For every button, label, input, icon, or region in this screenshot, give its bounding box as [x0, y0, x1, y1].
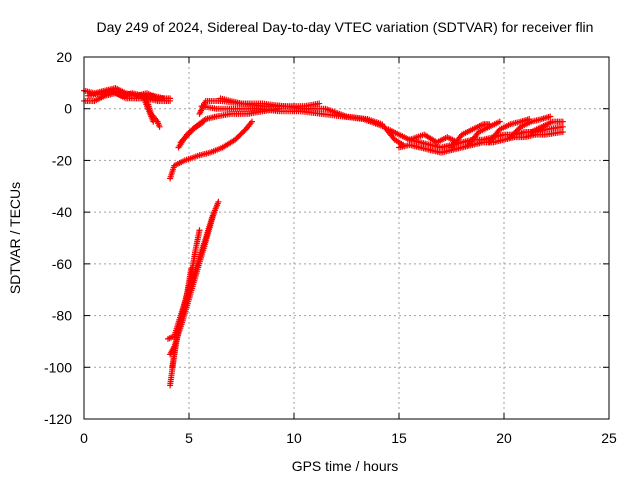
- x-axis-label: GPS time / hours: [292, 458, 399, 474]
- data-point-marker: [215, 198, 222, 205]
- plot-frame: [83, 56, 610, 420]
- data-point-marker: [249, 118, 255, 125]
- data-point-marker: [559, 123, 566, 130]
- data-point-marker: [160, 95, 167, 102]
- y-tick-label: -100: [44, 359, 72, 375]
- y-tick-label: -120: [44, 411, 72, 427]
- x-tick-label: 20: [496, 430, 512, 446]
- y-tick-label: 0: [64, 101, 72, 117]
- y-tick-label: -20: [52, 152, 72, 168]
- y-tick-label: -60: [52, 256, 72, 272]
- x-tick-label: 5: [185, 430, 193, 446]
- y-tick-label: 20: [56, 49, 72, 65]
- data-point-marker: [496, 118, 503, 125]
- data-point-marker: [559, 128, 566, 135]
- grid-lines: [84, 57, 609, 419]
- data-point-marker: [547, 113, 554, 120]
- x-tick-label: 10: [286, 430, 302, 446]
- data-point-marker: [156, 123, 163, 130]
- data-point-marker: [559, 118, 566, 125]
- data-point-marker: [150, 118, 157, 125]
- x-tick-label: 0: [80, 430, 88, 446]
- x-tick-label: 15: [391, 430, 407, 446]
- x-tick-label: 25: [601, 430, 617, 446]
- data-point-marker: [196, 227, 203, 234]
- data-point-marker: [316, 100, 323, 107]
- chart-title: Day 249 of 2024, Sidereal Day-to-day VTE…: [97, 19, 594, 35]
- y-tick-label: -40: [52, 204, 72, 220]
- data-points: [81, 85, 566, 389]
- data-point-marker: [167, 97, 174, 104]
- data-point-marker: [211, 209, 218, 216]
- axis-ticks: 0 5 10 15 20 25 20 0 -20 -40 -60 -80 -100 -120: [44, 49, 617, 446]
- y-axis-label: SDTVAR / TECUs: [7, 182, 23, 294]
- y-tick-label: -80: [52, 308, 72, 324]
- data-point-marker: [200, 118, 207, 125]
- data-point-marker: [516, 125, 523, 132]
